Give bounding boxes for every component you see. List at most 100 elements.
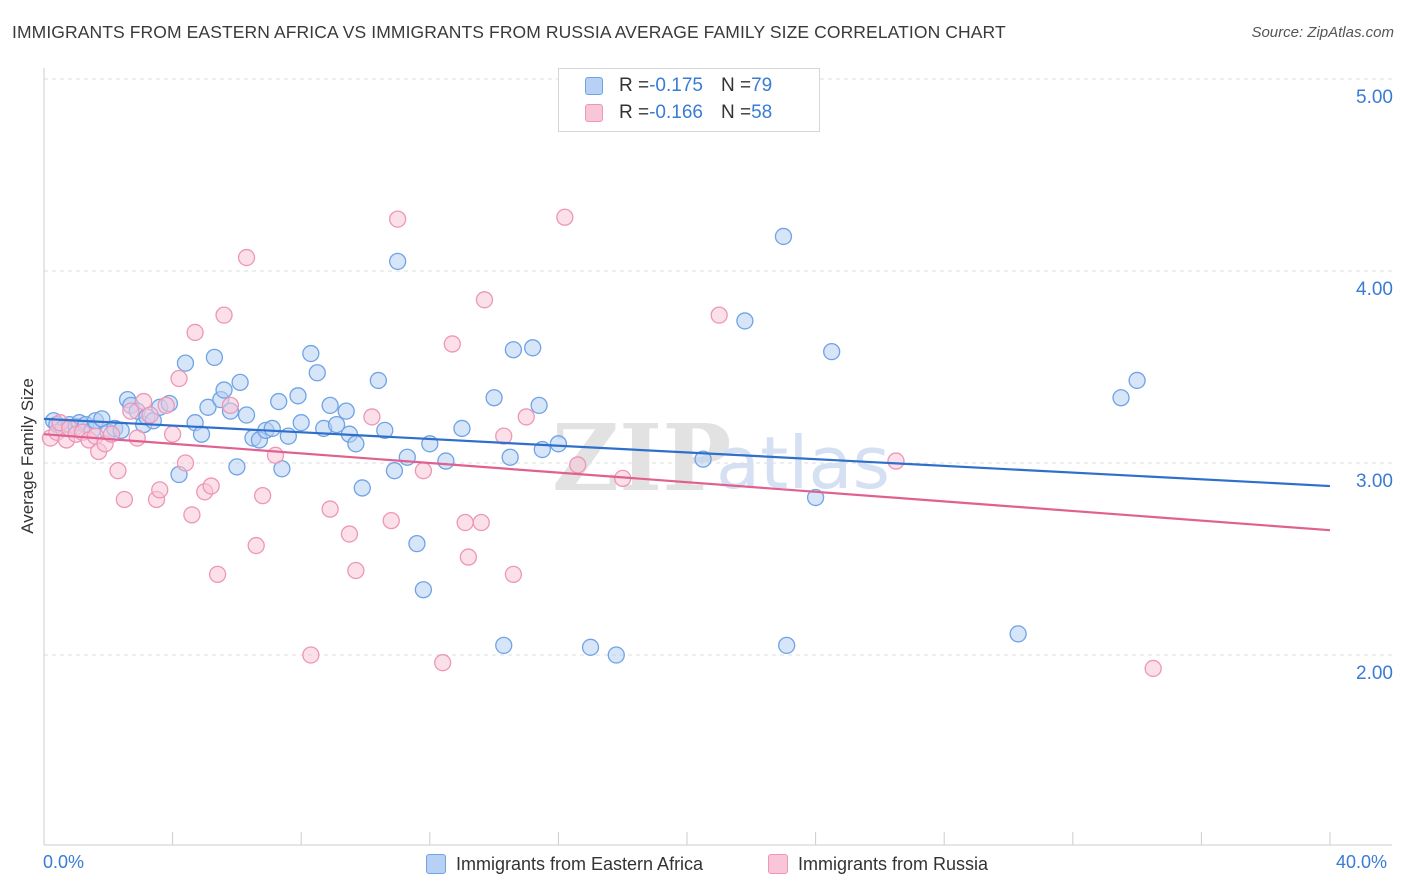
- pink-point-47: [472, 513, 490, 532]
- blue-point-28: [215, 381, 233, 399]
- blue-point-77: [1009, 625, 1027, 643]
- pink-point-28: [208, 565, 227, 584]
- blue-point-61: [485, 389, 503, 407]
- blue-point-57: [414, 581, 433, 599]
- blue-swatch-icon: [585, 77, 603, 95]
- legend-pink-r-label: R =: [619, 102, 650, 123]
- pink-point-25: [186, 323, 204, 342]
- pink-point-23: [176, 454, 195, 472]
- blue-point-78: [1112, 389, 1130, 407]
- chart-title: IMMIGRANTS FROM EASTERN AFRICA VS IMMIGR…: [12, 22, 1006, 42]
- blue-point-63: [501, 448, 519, 466]
- pink-point-33: [253, 486, 272, 505]
- blue-point-24: [192, 425, 211, 443]
- legend-blue-r-value: -0.175: [649, 75, 703, 96]
- bottom-legend-pink: Immigrants from Russia: [768, 852, 988, 876]
- legend-blue-n-label: N =: [720, 75, 752, 96]
- blue-point-69: [581, 638, 600, 656]
- legend-pink-n-label: N =: [720, 102, 752, 123]
- blue-point-51: [369, 371, 388, 390]
- pink-point-57: [1144, 659, 1162, 678]
- pink-point-50: [504, 565, 523, 584]
- pink-point-49: [495, 427, 513, 445]
- pink-point-27: [202, 477, 220, 495]
- blue-point-26: [205, 348, 224, 367]
- axes: [43, 68, 1392, 846]
- blue-point-43: [308, 364, 326, 382]
- blue-trend-line: [43, 417, 1331, 488]
- blue-point-76: [823, 342, 841, 361]
- pink-point-51: [517, 408, 535, 426]
- y-tick-label-2: 2.00: [1356, 663, 1393, 684]
- pink-point-38: [347, 561, 365, 580]
- bottom-legend-pink-label: Immigrants from Russia: [798, 853, 989, 874]
- blue-point-50: [353, 479, 371, 497]
- pink-point-40: [382, 511, 400, 530]
- pink-point-17: [141, 406, 159, 424]
- pink-point-19: [151, 481, 169, 499]
- legend-row-pink: R = -0.166 N = 58: [585, 100, 772, 126]
- pink-point-24: [183, 506, 201, 524]
- blue-point-75: [806, 488, 825, 507]
- pink-point-36: [321, 500, 339, 518]
- pink-swatch-icon: [585, 104, 603, 122]
- blue-point-30: [228, 458, 246, 476]
- blue-point-62: [495, 636, 513, 655]
- blue-point-42: [302, 344, 320, 363]
- pink-point-21: [163, 425, 182, 443]
- blue-point-47: [337, 402, 355, 420]
- correlation-legend: R = -0.175 N = 79 R = -0.166 N = 58: [558, 68, 820, 132]
- blue-point-73: [774, 227, 793, 246]
- pink-point-34: [266, 446, 285, 464]
- pink-point-41: [388, 210, 407, 228]
- legend-pink-r-value: -0.166: [649, 102, 703, 123]
- pink-point-39: [363, 408, 381, 426]
- pink-point-56: [887, 452, 905, 470]
- pink-point-32: [247, 536, 265, 555]
- pink-point-37: [340, 525, 359, 543]
- blue-point-68: [549, 435, 568, 453]
- watermark-text-atlas: atlas: [716, 421, 890, 505]
- data-points: [41, 208, 1162, 678]
- pink-point-20: [157, 396, 175, 415]
- blue-point-66: [530, 396, 548, 415]
- pink-trend-line: [43, 433, 1331, 532]
- blue-point-45: [321, 396, 339, 415]
- pink-legend-swatch-icon: [768, 854, 788, 874]
- blue-legend-swatch-icon: [426, 854, 446, 874]
- pink-point-44: [443, 335, 461, 353]
- gridlines: [44, 78, 1392, 656]
- blue-point-31: [231, 373, 249, 392]
- x-tick-label-min: 0.0%: [43, 852, 85, 872]
- blue-point-46: [327, 415, 346, 434]
- pink-point-48: [475, 291, 494, 309]
- blue-point-64: [504, 341, 523, 359]
- blue-point-56: [408, 534, 426, 553]
- legend-pink-n-value: 58: [751, 102, 773, 123]
- y-tick-label-5: 5.00: [1356, 87, 1393, 108]
- blue-point-79: [1128, 371, 1146, 390]
- y-tick-label-3: 3.00: [1356, 471, 1393, 492]
- blue-point-72: [736, 312, 754, 330]
- pink-point-12: [109, 462, 127, 480]
- blue-point-54: [388, 252, 407, 271]
- pink-point-55: [710, 306, 728, 324]
- blue-point-74: [778, 636, 796, 655]
- blue-point-59: [437, 452, 455, 470]
- bottom-legend-blue: Immigrants from Eastern Africa: [426, 852, 703, 876]
- pink-point-14: [122, 402, 140, 420]
- legend-row-blue: R = -0.175 N = 79: [585, 73, 772, 99]
- pink-point-22: [170, 369, 188, 388]
- blue-point-52: [376, 421, 394, 440]
- pink-point-29: [215, 306, 233, 324]
- pink-point-13: [115, 490, 134, 509]
- bottom-legend-blue-label: Immigrants from Eastern Africa: [456, 853, 704, 874]
- blue-point-60: [453, 419, 471, 438]
- pink-point-53: [569, 456, 587, 474]
- blue-point-49: [347, 435, 365, 453]
- source-credit: Source: ZipAtlas.com: [1251, 24, 1394, 41]
- blue-point-41: [292, 414, 310, 432]
- blue-point-70: [607, 646, 625, 664]
- pink-point-43: [434, 654, 452, 672]
